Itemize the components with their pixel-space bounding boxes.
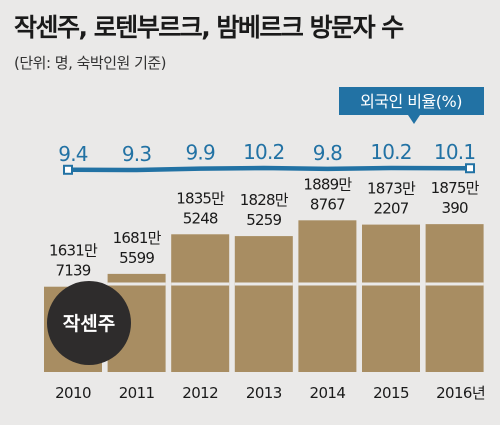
legend-badge: 외국인 비율(%) <box>339 87 484 124</box>
series-label-circle <box>47 281 131 365</box>
bar-seam <box>362 282 420 286</box>
bar <box>171 234 230 372</box>
x-tick-label: 2012 <box>182 384 218 402</box>
ratio-line <box>68 165 470 173</box>
bar-seam <box>171 282 230 286</box>
ratio-value-label: 9.9 <box>185 141 214 165</box>
x-tick-label: 2016년 <box>436 384 485 402</box>
x-tick-label: 2014 <box>310 384 346 402</box>
bar <box>362 224 420 372</box>
bar-value-label: 1631만 7139 <box>49 242 98 280</box>
x-axis-labels: 2010 2011 2012 2013 2014 2015 2016년 <box>55 384 486 402</box>
page-subtitle: (단위: 명, 숙박인원 기준) <box>14 54 167 72</box>
bar-seam <box>234 282 293 286</box>
series-label-text: 작센주 <box>63 313 115 335</box>
x-tick-label: 2011 <box>119 384 155 402</box>
page-title: 작센주, 로텐부르크, 밤베르크 방문자 수 <box>14 13 404 42</box>
bar-seam <box>44 282 102 286</box>
x-tick-label: 2010 <box>55 384 91 402</box>
series-label-group: 작센주 <box>47 281 131 365</box>
bar-value-label: 1889만 8767 <box>303 175 352 213</box>
bar-value-labels: 1631만 7139 1681만 5599 1835만 5248 1828만 5259 1889… <box>49 175 480 279</box>
legend-badge-box <box>339 87 484 115</box>
legend-badge-text: 외국인 비율(%) <box>360 92 462 111</box>
bar-value-label: 1875만 390 <box>431 179 480 217</box>
ratio-value-label: 9.3 <box>122 142 151 166</box>
bar-seam <box>425 282 484 286</box>
x-tick-label: 2013 <box>246 384 282 402</box>
bar-value-label: 1681만 5599 <box>113 229 162 267</box>
bar-value-label: 1873만 2207 <box>367 180 416 218</box>
legend-badge-pointer <box>408 115 420 124</box>
line-end-marker <box>63 164 73 175</box>
ratio-value-label: 9.4 <box>58 142 87 166</box>
bar <box>298 220 357 372</box>
bar <box>234 236 293 372</box>
bar-seam <box>107 282 166 286</box>
ratio-value-label: 9.8 <box>313 141 342 165</box>
bar-seam <box>298 282 357 286</box>
bar-value-label: 1828만 5259 <box>240 191 289 229</box>
ratio-value-label: 10.2 <box>243 140 284 164</box>
line-end-marker <box>465 163 475 174</box>
x-tick-label: 2015 <box>373 384 409 402</box>
ratio-value-label: 10.1 <box>434 140 475 164</box>
bar-value-label: 1835만 5248 <box>176 189 225 227</box>
ratio-value-labels: 9.4 9.3 9.9 10.2 9.8 10.2 10.1 <box>58 140 476 166</box>
ratio-value-label: 10.2 <box>370 140 411 164</box>
bar <box>425 224 484 372</box>
ratio-line-group <box>63 163 475 175</box>
